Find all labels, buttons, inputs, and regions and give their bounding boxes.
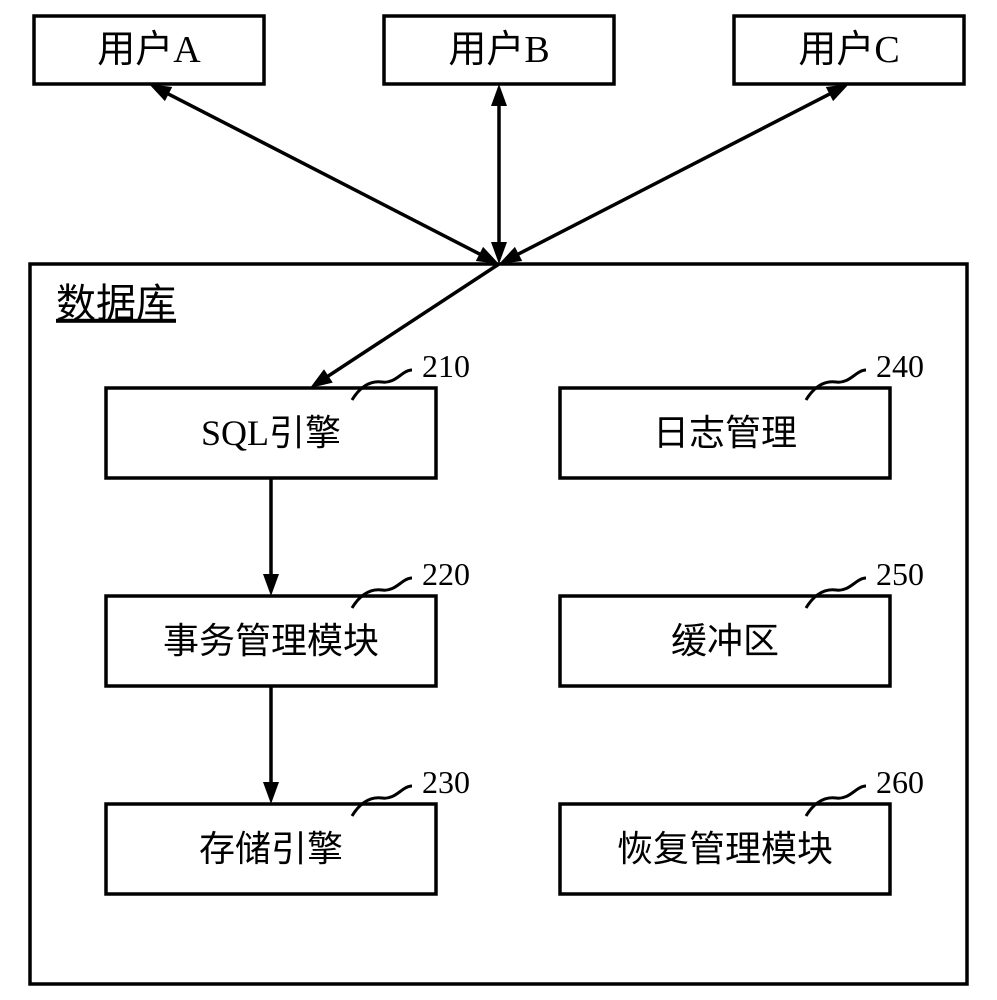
storage-label: 存储引擎 (199, 829, 343, 869)
edge (160, 90, 488, 259)
user-c-label: 用户C (798, 29, 899, 71)
storage-ref: 230 (422, 764, 470, 800)
arrow-head-icon (491, 84, 507, 106)
recovery-mgr-label: 恢复管理模块 (617, 829, 833, 869)
sql-engine-ref: 210 (422, 348, 470, 384)
arrow-head-icon (826, 84, 849, 101)
edge (510, 90, 838, 259)
log-mgr-label: 日志管理 (653, 413, 797, 453)
buffer-ref: 250 (876, 556, 924, 592)
log-mgr-ref: 240 (876, 348, 924, 384)
user-a-label: 用户A (97, 29, 201, 71)
database-title: 数据库 (56, 281, 176, 326)
txn-mgr-ref: 220 (422, 556, 470, 592)
txn-mgr-label: 事务管理模块 (163, 621, 379, 661)
recovery-mgr-ref: 260 (876, 764, 924, 800)
user-b-label: 用户B (448, 29, 549, 71)
sql-engine-label: SQL引擎 (201, 413, 341, 453)
arrow-head-icon (149, 84, 172, 101)
buffer-label: 缓冲区 (671, 621, 779, 661)
